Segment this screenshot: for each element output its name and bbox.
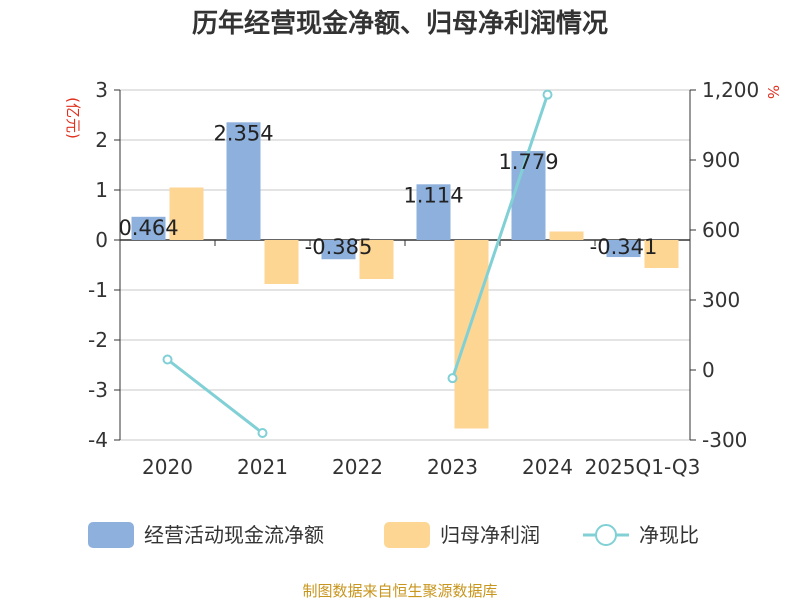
y-tick-label: -4 — [88, 428, 108, 452]
source-note: 制图数据来自恒生聚源数据库 — [302, 582, 497, 600]
ratio-line — [162, 89, 553, 438]
y-tick-label: -2 — [88, 328, 108, 352]
y-tick-label: 3 — [95, 78, 108, 102]
legend-marker-ratio — [595, 524, 617, 546]
net-profit-bar — [169, 187, 204, 240]
net-profit-bar — [644, 240, 679, 268]
net-profit-bar — [264, 240, 299, 284]
ratio-point — [542, 89, 553, 100]
chart-title: 历年经营现金净额、归母净利润情况 — [192, 8, 608, 39]
ratio-line-segment — [451, 94, 549, 379]
y-tick-label: 2 — [95, 128, 108, 152]
cash-flow-bar — [226, 122, 261, 240]
y-axis-label: (亿元) — [64, 97, 82, 139]
net-profit-bar — [454, 240, 489, 429]
cash-flow-bar — [416, 184, 451, 240]
y2-tick-label: 600 — [702, 218, 740, 242]
bars — [131, 122, 679, 429]
x-tick-label: 2022 — [332, 455, 383, 479]
net-profit-bar — [549, 231, 584, 240]
cash-flow-bar — [511, 151, 546, 240]
x-tick-label: 2023 — [427, 455, 478, 479]
legend-label: 经营活动现金流净额 — [144, 523, 324, 547]
cash-flow-bar — [131, 216, 166, 240]
axes — [114, 89, 696, 441]
y-tick-label: -3 — [88, 378, 108, 402]
ratio-point — [162, 354, 173, 365]
x-tick-label: 2025Q1-Q3 — [585, 455, 701, 479]
y2-tick-label: 0 — [702, 358, 715, 382]
tick-labels: 3 2 1 0 -1 -2 -3 -4 1,200 900 600 300 0 -300 2020 2021 2… — [88, 78, 759, 479]
bar-data-label: 0.464 — [118, 216, 178, 240]
y2-tick-label: 900 — [702, 148, 740, 172]
bar-data-label: -0.385 — [305, 235, 373, 259]
cash-flow-bar — [321, 240, 356, 260]
legend-label: 净现比 — [639, 523, 699, 547]
ratio-point — [447, 373, 458, 384]
y-tick-label: 0 — [95, 228, 108, 252]
y2-tick-label: -300 — [702, 428, 747, 452]
y-tick-label: -1 — [88, 278, 108, 302]
data-labels: 0.464 2.354 -0.385 1.114 1.779 -0.341 — [118, 121, 657, 259]
legend: 经营活动现金流净额 归母净利润 净现比 — [88, 522, 699, 548]
y-tick-label: 1 — [95, 178, 108, 202]
legend-label: 归母净利润 — [440, 523, 540, 547]
ratio-point — [257, 428, 268, 438]
y2-axis-label: % — [764, 85, 782, 99]
bar-data-label: 1.779 — [498, 150, 558, 174]
ratio-line-segment — [166, 358, 264, 435]
bar-data-label: -0.341 — [590, 235, 658, 259]
y2-tick-label: 1,200 — [702, 78, 759, 102]
cash-flow-bar — [606, 240, 641, 258]
x-tick-label: 2020 — [142, 455, 193, 479]
y2-tick-label: 300 — [702, 288, 740, 312]
legend-swatch-net-profit — [384, 522, 430, 548]
x-tick-label: 2024 — [522, 455, 573, 479]
x-tick-label: 2021 — [237, 455, 288, 479]
bar-data-label: 1.114 — [403, 183, 463, 207]
bar-data-label: 2.354 — [213, 121, 273, 145]
net-profit-bar — [359, 240, 394, 279]
legend-swatch-cash-flow — [88, 522, 134, 548]
